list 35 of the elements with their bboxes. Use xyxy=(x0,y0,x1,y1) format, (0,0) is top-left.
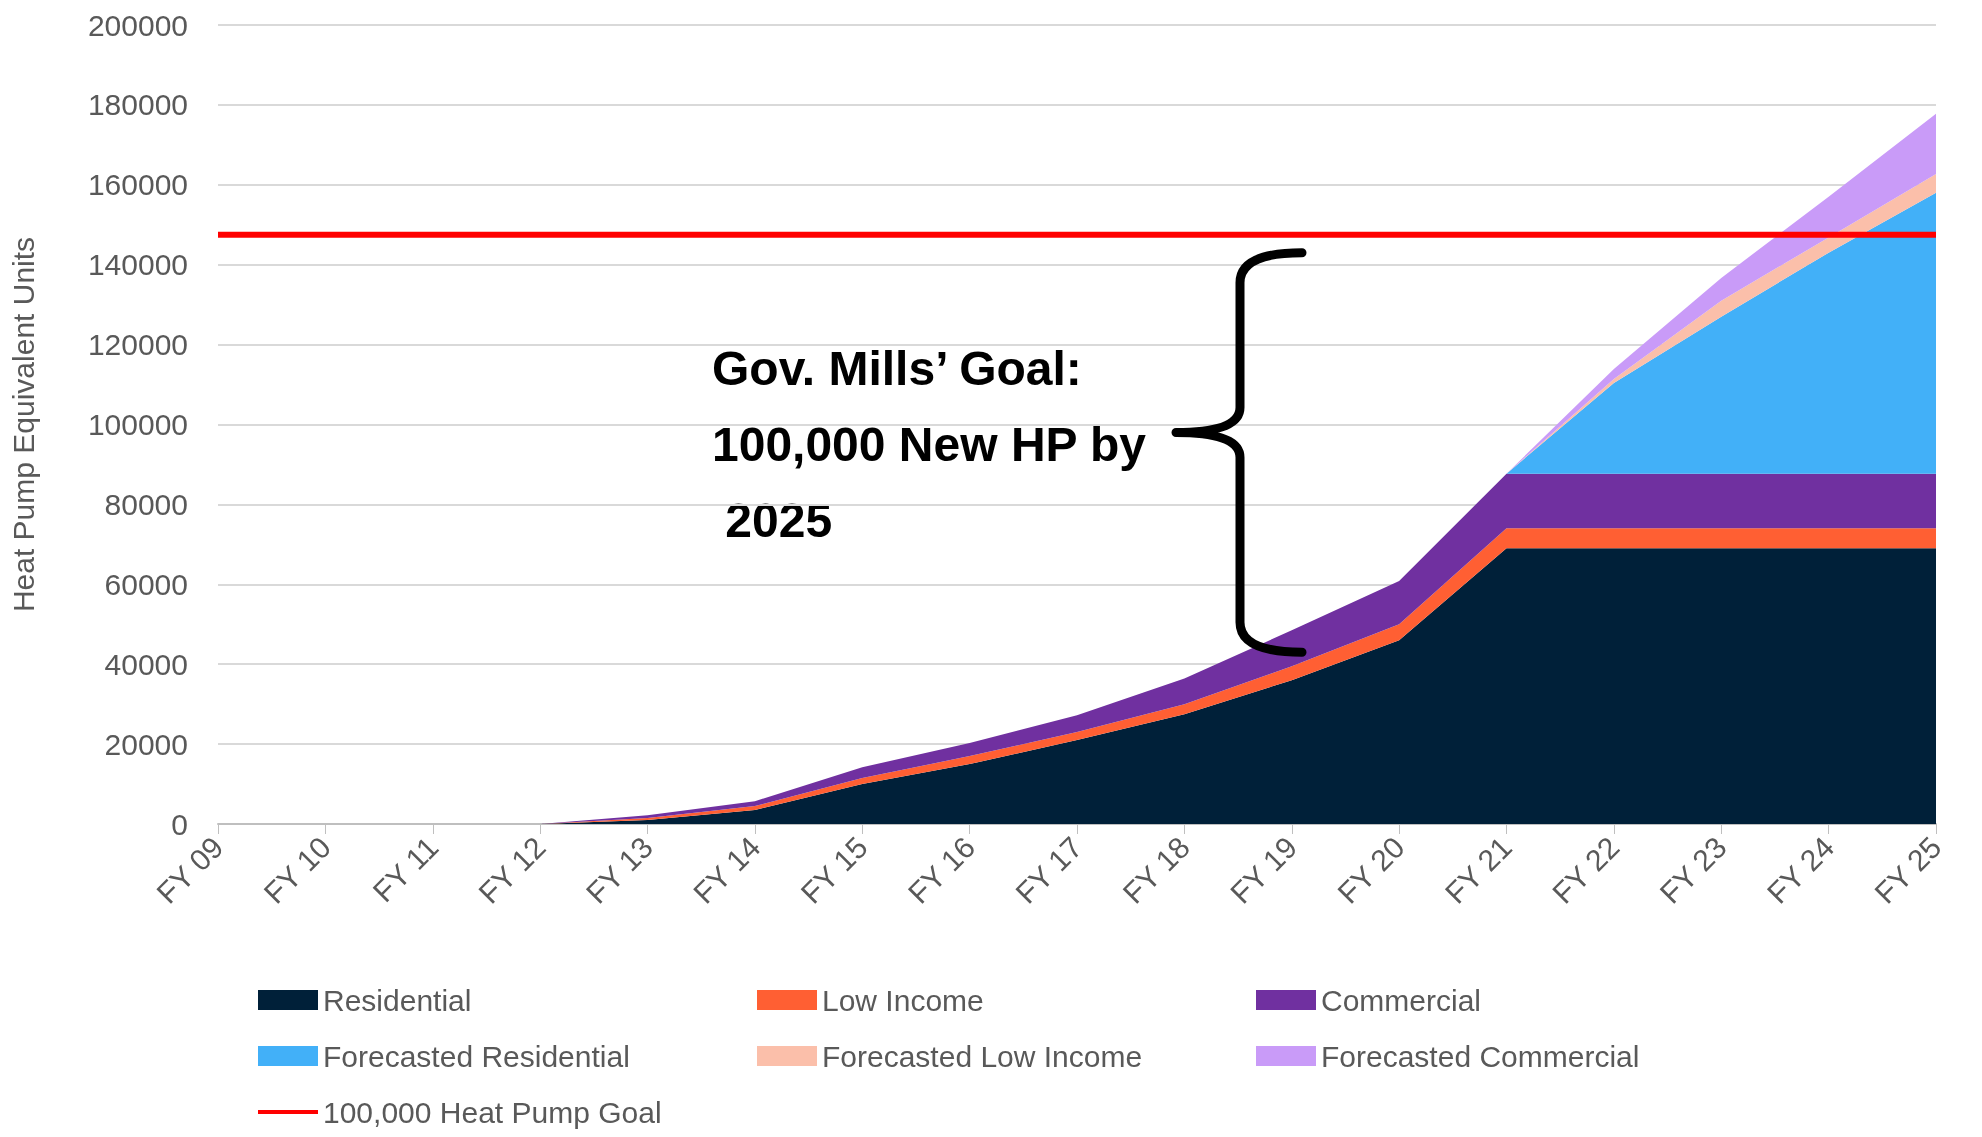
legend-label: Residential xyxy=(323,983,472,1017)
legend-label: Low Income xyxy=(822,983,984,1017)
x-tick-label: FY 18 xyxy=(1116,830,1197,910)
y-tick-label: 120000 xyxy=(87,328,188,362)
x-tick-label: FY 19 xyxy=(1223,830,1304,910)
y-tick-label: 160000 xyxy=(87,168,188,202)
y-tick-label: 0 xyxy=(171,807,188,841)
x-tick-label: FY 22 xyxy=(1546,830,1626,910)
y-tick-label: 140000 xyxy=(87,248,188,282)
y-axis-title: Heat Pump Equivalent Units xyxy=(6,236,40,613)
y-tick-label: 60000 xyxy=(104,567,188,601)
legend-label: Forecasted Low Income xyxy=(822,1039,1143,1073)
x-tick-label: FY 10 xyxy=(257,830,338,910)
y-tick-label: 20000 xyxy=(104,727,188,761)
x-tick-label: FY 21 xyxy=(1438,830,1519,910)
x-tick-label: FY 16 xyxy=(901,830,982,910)
x-tick-label: FY 12 xyxy=(472,830,552,910)
y-tick-label: 80000 xyxy=(104,487,188,521)
x-tick-label: FY 11 xyxy=(366,830,445,909)
y-tick-label: 180000 xyxy=(87,88,188,122)
legend-label: Forecasted Residential xyxy=(323,1039,630,1073)
y-tick-label: 40000 xyxy=(104,647,188,681)
legend-label: 100,000 Heat Pump Goal xyxy=(323,1095,662,1129)
x-tick-label: FY 24 xyxy=(1760,830,1841,910)
x-tick-label: FY 13 xyxy=(579,830,660,910)
legend-label: Forecasted Commercial xyxy=(1321,1039,1640,1073)
x-tick-label: FY 25 xyxy=(1868,830,1948,910)
x-tick-label: FY 17 xyxy=(1009,830,1089,910)
x-tick-label: FY 15 xyxy=(794,830,874,910)
x-tick-label: FY 20 xyxy=(1331,830,1411,910)
x-tick-label: FY 23 xyxy=(1653,830,1733,910)
legend-label: Commercial xyxy=(1321,983,1482,1017)
x-tick-label: FY 14 xyxy=(687,830,767,910)
y-tick-label: 100000 xyxy=(87,408,188,441)
y-tick-label: 200000 xyxy=(87,8,188,42)
